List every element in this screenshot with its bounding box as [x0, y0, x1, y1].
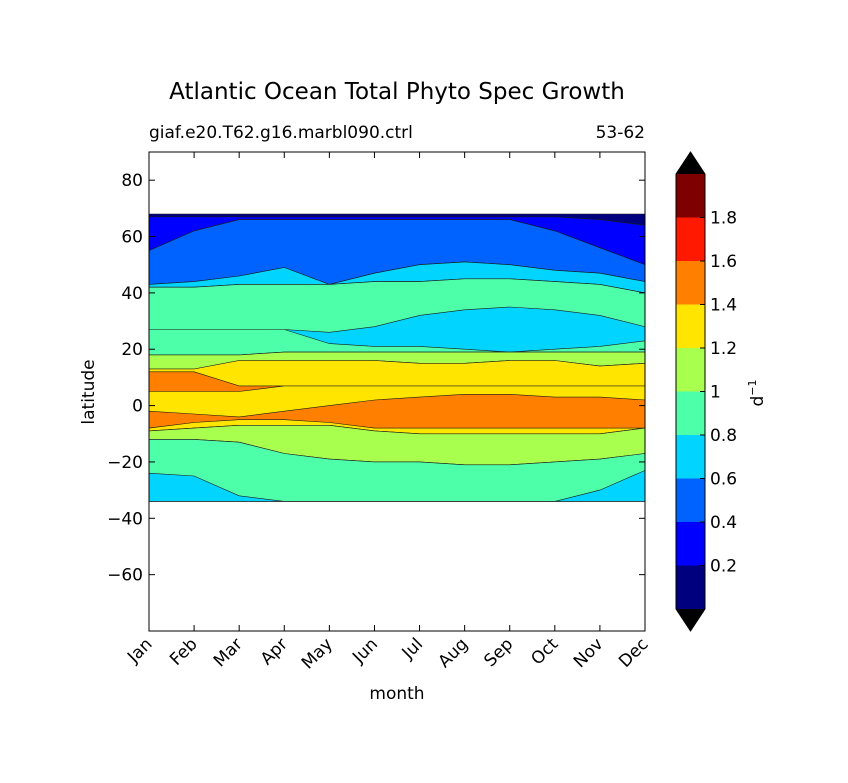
colorbar-tick-label: 1.6	[710, 252, 737, 272]
contour-band-8	[148, 371, 645, 392]
colorbar-segment	[676, 174, 705, 218]
chart-title: Atlantic Ocean Total Phyto Spec Growth	[169, 79, 625, 105]
colorbar-tick-label: 1.8	[710, 209, 737, 229]
y-tick-label: 60	[121, 228, 143, 248]
colorbar-segment	[676, 391, 705, 435]
colorbar: 0.2 0.4 0.6 0.8 1 1.2 1.4 1.6 1.8	[675, 151, 737, 632]
y-axis-label: latitude	[79, 359, 99, 424]
colorbar-label-exponent: −1	[746, 379, 759, 395]
colorbar-tick-label: 0.2	[710, 557, 737, 577]
colorbar-segment	[676, 304, 705, 348]
y-tick-label: 40	[121, 284, 143, 304]
plot-area: Jan Feb Mar Apr May Jun Jul Aug Sep Oct Nov Dec 80 6…	[107, 151, 653, 673]
y-tick-label: −20	[107, 453, 143, 473]
colorbar-tick-label: 1.2	[710, 339, 737, 359]
colorbar-label: d−1	[746, 379, 768, 406]
x-tick-label: Sep	[480, 634, 517, 671]
chart-subtitle-right: 53-62	[596, 123, 645, 143]
plot-frame	[148, 151, 646, 632]
colorbar-tick-label: 0.6	[710, 470, 737, 490]
y-ticks: 80 60 40 20 0 −20 −40 −60	[107, 171, 645, 586]
colorbar-label-unit: d−1	[746, 379, 768, 406]
colorbar-tick-label: 1.4	[710, 296, 737, 316]
x-tick-label: Jan	[123, 634, 156, 667]
colorbar-segment	[676, 348, 705, 392]
y-tick-label: 20	[121, 340, 143, 360]
x-tick-label: Mar	[210, 634, 247, 671]
contour-bands	[148, 213, 646, 502]
x-tick-label: Feb	[166, 634, 201, 669]
colorbar-outline	[675, 151, 706, 632]
y-tick-label: 80	[121, 171, 143, 191]
colorbar-segment	[676, 261, 705, 305]
colorbar-segment	[676, 565, 705, 609]
x-tick-label: Oct	[527, 634, 562, 669]
colorbar-extend-low	[676, 609, 705, 631]
colorbar-segment	[676, 435, 705, 479]
x-axis-label: month	[369, 684, 424, 704]
x-tick-label: Nov	[570, 634, 608, 672]
colorbar-segment	[676, 217, 705, 261]
colorbar-tick-label: 0.8	[710, 426, 737, 446]
x-tick-label: Jun	[348, 634, 382, 668]
colorbar-tick-label: 0.4	[710, 513, 737, 533]
colorbar-extend-high	[676, 152, 705, 174]
colorbar-tick-label: 1	[710, 383, 721, 403]
y-tick-label: −40	[107, 509, 143, 529]
chart-subtitle-left: giaf.e20.T62.g16.marbl090.ctrl	[149, 123, 413, 143]
x-tick-label: May	[298, 634, 337, 673]
colorbar-segment	[676, 522, 705, 566]
x-tick-label: Jul	[398, 634, 427, 663]
x-tick-label: Dec	[615, 634, 652, 671]
y-tick-label: −60	[107, 566, 143, 586]
x-tick-label: Apr	[257, 634, 292, 669]
y-tick-label: 0	[132, 397, 143, 417]
x-tick-label: Aug	[435, 634, 473, 672]
colorbar-segment	[676, 478, 705, 522]
